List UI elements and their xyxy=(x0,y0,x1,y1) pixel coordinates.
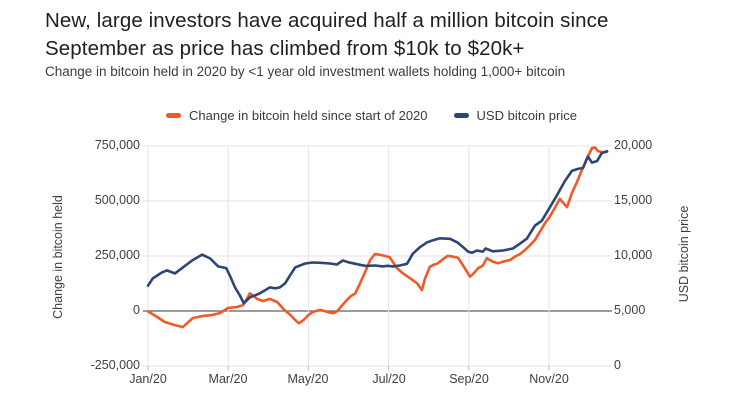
right-axis-tick: 10,000 xyxy=(614,248,653,262)
right-axis-tick: 15,000 xyxy=(614,193,653,207)
right-axis-tick: 0 xyxy=(614,358,621,372)
right-axis-title: USD bitcoin price xyxy=(677,205,691,303)
legend-label-usd-price: USD bitcoin price xyxy=(476,108,577,123)
x-axis-tick: Jan/20 xyxy=(129,372,167,386)
legend: Change in bitcoin held since start of 20… xyxy=(0,108,743,123)
chart-subtitle: Change in bitcoin held in 2020 by <1 yea… xyxy=(45,64,566,79)
x-axis-tick: May/20 xyxy=(287,372,329,386)
left-axis-tick: 250,000 xyxy=(94,248,140,262)
chart-title: New, large investors have acquired half … xyxy=(45,9,609,60)
x-axis-tick: Nov/20 xyxy=(529,372,569,386)
left-axis-title: Change in bitcoin held xyxy=(51,195,65,319)
right-axis-tick: 5,000 xyxy=(614,303,646,317)
right-axis-tick: 20,000 xyxy=(614,138,653,152)
left-axis-tick: 500,000 xyxy=(94,193,140,207)
x-axis-tick: Sep/20 xyxy=(449,372,489,386)
left-axis-tick: 750,000 xyxy=(94,138,140,152)
legend-swatch-change-held xyxy=(166,113,182,118)
legend-label-change-held: Change in bitcoin held since start of 20… xyxy=(189,108,428,123)
legend-item-usd-price: USD bitcoin price xyxy=(453,108,577,123)
legend-item-change-held: Change in bitcoin held since start of 20… xyxy=(166,108,428,123)
left-axis-tick: 0 xyxy=(133,303,140,317)
x-axis-tick: Jul/20 xyxy=(372,372,406,386)
x-axis-tick: Mar/20 xyxy=(208,372,248,386)
legend-swatch-usd-price xyxy=(453,113,469,118)
left-axis-tick: -250,000 xyxy=(90,358,140,372)
